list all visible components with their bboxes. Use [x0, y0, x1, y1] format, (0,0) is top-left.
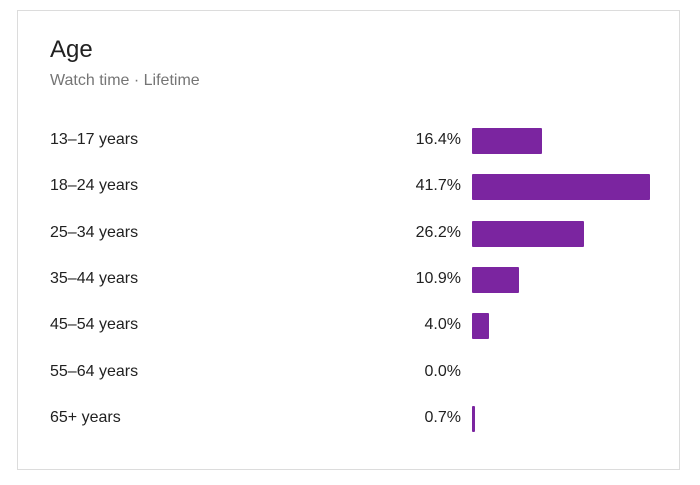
- category-label: 65+ years: [50, 408, 121, 426]
- value-label: 0.7%: [424, 408, 461, 426]
- category-label: 13–17 years: [50, 131, 139, 148]
- chart-row: 25–34 years 26.2%: [18, 220, 679, 247]
- value-label: 41.7%: [415, 177, 461, 195]
- bar: [472, 174, 650, 201]
- value-label: 0.0%: [424, 362, 461, 380]
- bar-track: [472, 266, 650, 293]
- bar-track: [472, 174, 650, 201]
- chart-row: 13–17 years 16.4%: [18, 128, 679, 154]
- card-subtitle: Watch time · Lifetime: [50, 72, 200, 89]
- chart-row: 45–54 years 4.0%: [18, 313, 679, 340]
- category-label: 55–64 years: [50, 362, 139, 380]
- card-title: Age: [50, 36, 93, 63]
- value-label: 16.4%: [415, 131, 461, 148]
- category-label: 18–24 years: [50, 177, 139, 195]
- bar: [472, 266, 519, 293]
- value-label: 10.9%: [415, 269, 461, 287]
- bar-track: [472, 360, 650, 386]
- chart-row: 65+ years 0.7%: [18, 405, 679, 432]
- bar: [472, 405, 475, 432]
- category-label: 25–34 years: [50, 223, 139, 241]
- bar: [472, 128, 542, 154]
- category-label: 35–44 years: [50, 269, 139, 287]
- bar-track: [472, 405, 650, 432]
- bar-track: [472, 220, 650, 247]
- age-card: Age Watch time · Lifetime 13–17 years 16.…: [17, 10, 680, 470]
- bar: [472, 313, 490, 340]
- bar-track: [472, 128, 650, 154]
- value-label: 26.2%: [415, 223, 461, 241]
- chart-row: 35–44 years 10.9%: [18, 266, 679, 293]
- value-label: 4.0%: [424, 316, 461, 334]
- bar-track: [472, 313, 650, 340]
- category-label: 45–54 years: [50, 316, 139, 334]
- chart-row: 18–24 years 41.7%: [18, 174, 679, 201]
- bar: [472, 220, 584, 247]
- chart-row: 55–64 years 0.0%: [18, 360, 679, 384]
- age-bar-chart: 13–17 years 16.4% 18–24 years 41.7% 25–34 ye…: [18, 11, 679, 469]
